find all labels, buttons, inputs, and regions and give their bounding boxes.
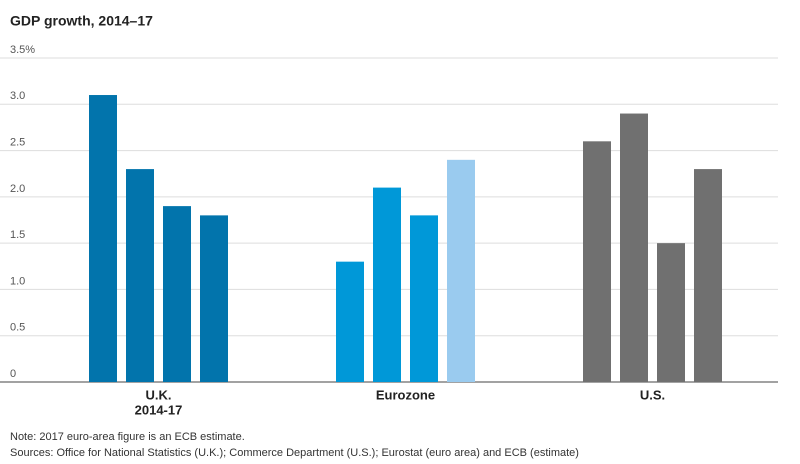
y-tick-label: 0	[10, 368, 16, 380]
bar	[89, 95, 117, 383]
bar	[694, 169, 722, 382]
y-tick-label: 0.5	[10, 322, 25, 334]
bar	[583, 141, 611, 382]
bar	[447, 159, 475, 382]
chart-title: GDP growth, 2014–17	[10, 13, 153, 29]
source: Sources: Office for National Statistics …	[10, 447, 579, 459]
y-tick-label: 3.0	[10, 90, 25, 102]
y-tick-label: 1.0	[10, 275, 25, 287]
bar	[373, 187, 401, 382]
bar	[200, 215, 228, 382]
y-tick-label: 1.5	[10, 229, 25, 241]
bar	[336, 261, 364, 382]
y-tick-label: 2.5	[10, 136, 25, 148]
y-tick-label: 3.5%	[10, 44, 35, 56]
x-tick-label: U.K.	[146, 387, 172, 402]
bar	[620, 113, 648, 383]
bar	[657, 243, 685, 382]
y-tick-label: 2.0	[10, 183, 25, 195]
bar	[163, 206, 191, 382]
bar	[126, 169, 154, 382]
bar	[410, 215, 438, 382]
note: Note: 2017 euro-area figure is an ECB es…	[10, 431, 245, 443]
x-tick-sublabel: 2014-17	[135, 402, 183, 417]
x-tick-label: U.S.	[640, 387, 665, 402]
x-tick-label: Eurozone	[376, 387, 435, 402]
